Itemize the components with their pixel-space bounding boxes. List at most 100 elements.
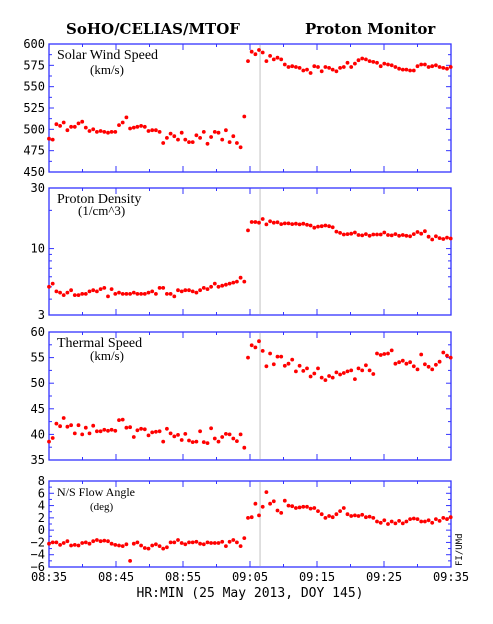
data-point [187,540,191,545]
data-point [334,69,339,74]
data-point [154,128,158,133]
data-point [389,348,394,353]
data-point [367,514,372,519]
data-point [349,231,354,236]
data-point [382,352,387,356]
data-point [201,130,206,134]
data-point [157,544,162,548]
data-point [231,436,236,441]
data-point [290,64,295,69]
data-point [437,236,442,241]
data-point [419,519,424,524]
data-point [109,287,114,291]
data-point [172,540,177,545]
data-point [290,222,295,227]
data-point [430,64,435,69]
data-point [224,432,228,436]
panel-label: N/S Flow Angle [57,485,135,499]
data-point [113,543,118,547]
data-point [91,539,96,544]
data-point [146,129,151,133]
data-point [165,545,169,550]
data-point [404,233,409,238]
data-point [146,546,151,551]
data-point [205,441,210,445]
data-point [165,426,169,431]
data-point [305,504,309,509]
data-point [216,541,221,545]
data-point [397,233,401,238]
data-point [176,288,180,293]
data-point [397,360,401,365]
data-point [301,504,306,509]
data-point [404,67,409,72]
data-point [382,61,387,66]
data-point [224,128,228,133]
data-point [411,232,416,237]
data-point [319,69,324,74]
data-point [242,279,247,284]
data-point [187,438,191,443]
data-point [183,432,188,436]
y-tick-label: 35 [31,453,45,467]
data-point [308,374,313,379]
data-point [216,130,221,135]
data-point [146,433,151,438]
data-point [176,433,180,437]
data-point [227,539,232,544]
data-point [65,424,70,429]
data-point [275,55,280,60]
data-point [330,67,335,72]
data-point [367,368,372,373]
data-point [124,425,129,430]
data-point [319,224,324,229]
data-point [411,68,416,73]
data-point [312,64,317,69]
data-point [172,434,177,439]
data-point [157,286,162,290]
y-tick-label: 30 [31,181,45,195]
data-point [271,499,276,504]
data-point [312,225,317,230]
data-point [279,57,284,62]
data-point [201,440,206,444]
data-point [238,145,243,150]
data-point [448,65,453,69]
x-tick-label: 08:35 [31,570,67,584]
x-axis-title: HR:MIN (25 May 2013, DOY 145) [137,586,364,601]
data-point [364,363,368,368]
data-point [50,540,55,545]
y-tick-label: 45 [31,402,45,416]
data-point [198,136,203,140]
data-point [345,512,350,517]
data-point [330,375,335,380]
data-point [308,71,313,75]
data-point [445,353,449,358]
data-point [117,290,121,295]
data-point [187,140,191,145]
data-point [65,539,70,544]
data-point [323,516,328,520]
data-point [201,542,206,547]
data-point [227,281,232,286]
data-point [353,230,357,235]
data-point [102,286,107,290]
data-point [382,230,387,235]
data-point [264,364,269,369]
data-point [58,124,62,128]
data-point [117,543,121,548]
data-point [301,369,306,373]
data-point [128,126,133,131]
data-point [268,501,272,506]
data-point [139,543,144,548]
data-point [102,130,107,134]
x-tick-label: 09:25 [366,570,402,584]
data-point [179,438,184,442]
data-point [382,518,387,523]
data-point [113,428,118,433]
data-point [238,275,243,280]
data-point [113,292,118,296]
data-point [131,435,136,439]
data-point [286,503,291,508]
data-point [212,130,217,134]
